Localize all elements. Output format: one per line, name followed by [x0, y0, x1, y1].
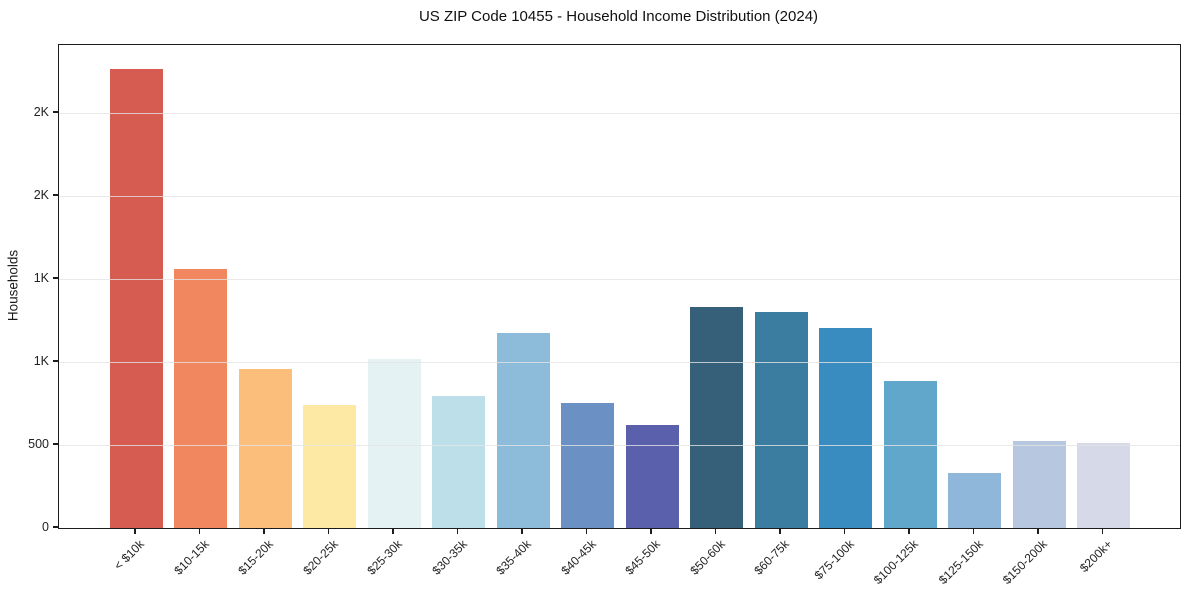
x-tick-mark — [521, 528, 523, 534]
bar — [432, 396, 486, 528]
y-tick-mark — [53, 194, 58, 196]
x-tick-mark — [1037, 528, 1039, 534]
y-axis-label: Households — [5, 249, 21, 322]
bar — [754, 312, 808, 528]
x-tick-mark — [650, 528, 652, 534]
x-tick-mark — [585, 528, 588, 534]
x-tick-mark — [198, 528, 201, 534]
bar — [367, 358, 421, 528]
bar — [625, 425, 679, 528]
y-tick-label: 1K — [33, 354, 49, 369]
x-tick-mark — [779, 528, 781, 534]
y-tick-label: 0 — [42, 520, 49, 534]
x-tick-mark — [392, 528, 394, 534]
y-tick-label: 2K — [33, 188, 49, 203]
x-tick-mark — [263, 528, 265, 534]
y-tick-mark — [53, 111, 58, 113]
x-tick-mark — [843, 528, 846, 534]
x-tick-mark — [456, 528, 459, 534]
y-tick-mark — [53, 443, 58, 445]
bars-layer — [59, 45, 1180, 528]
x-tick-mark — [134, 528, 136, 534]
y-tick-label: 500 — [28, 437, 49, 451]
y-tick-mark — [53, 526, 58, 528]
bar — [1012, 440, 1066, 528]
bar — [819, 327, 873, 528]
plot-area — [58, 44, 1181, 529]
bar — [109, 69, 163, 528]
y-tick-label: 2K — [33, 105, 49, 120]
bar — [883, 381, 937, 528]
bar — [690, 307, 744, 528]
y-tick-mark — [53, 277, 58, 279]
y-tick-label: 1K — [33, 271, 49, 286]
x-tick-mark — [327, 528, 330, 534]
bar — [1077, 443, 1131, 528]
bar — [303, 405, 357, 528]
bar — [496, 332, 550, 528]
x-tick-label: < $10k — [111, 537, 148, 573]
bar — [174, 269, 228, 528]
bar — [948, 473, 1002, 528]
x-tick-mark — [1101, 528, 1104, 534]
x-tick-mark — [972, 528, 975, 534]
bar — [561, 402, 615, 528]
x-tick-mark — [908, 528, 910, 534]
chart-title: US ZIP Code 10455 - Household Income Dis… — [418, 8, 819, 25]
y-tick-mark — [53, 360, 58, 362]
x-tick-mark — [714, 528, 717, 534]
bar — [238, 369, 292, 528]
